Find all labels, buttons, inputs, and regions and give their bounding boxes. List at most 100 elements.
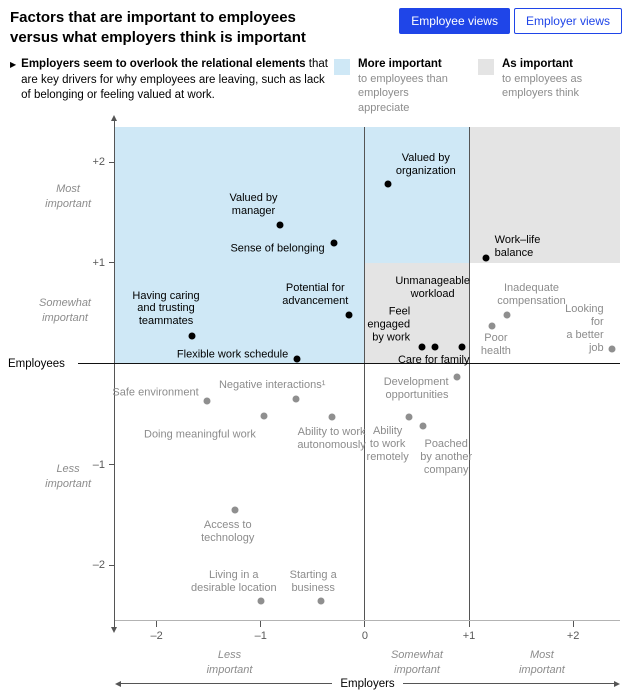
employees-axis-label: Employees: [8, 357, 65, 370]
y-tick--1: [109, 464, 114, 466]
x-tick-2: [572, 620, 574, 627]
legend-swatch-gray: [478, 59, 494, 75]
point-doing-meaningful-work: [260, 412, 268, 420]
y-tick-label--2: –2: [92, 559, 105, 572]
region-as-important-upper-right: [469, 126, 620, 263]
y-tick-1: [109, 262, 114, 264]
point-work-life-balance: [482, 254, 490, 262]
header: Factors that are important to employees …: [0, 0, 630, 47]
legend-title: More important: [358, 58, 442, 70]
point-label-having-caring-and-trusting-teammates: Having caring and trusting teammates: [132, 289, 200, 328]
point-label-unmanageable-workload: Unmanageable workload: [395, 274, 470, 300]
point-ability-to-work-remotely: [405, 413, 413, 421]
plot-area: Employees Employers +2 +1 –1 –2 Most importa…: [8, 114, 621, 690]
legend-desc: to employees than employers appreciate: [358, 72, 448, 114]
employees-zero-line: [78, 363, 620, 365]
point-poached-by-another-company: [419, 422, 427, 430]
point-ability-to-work-autonomously: [328, 413, 336, 421]
point-inadequate-compensation: [503, 311, 510, 319]
point-poor-health: [488, 322, 496, 330]
legend-desc: to employees as employers think: [502, 72, 583, 100]
legend: More important to employees than employe…: [334, 57, 606, 115]
point-sense-of-belonging: [330, 239, 338, 247]
x-tick--1: [260, 620, 262, 627]
point-development-opportunities: [453, 373, 461, 381]
employees-axis-arrow: [111, 114, 117, 633]
x-tick-1: [468, 620, 470, 627]
employer-views-button[interactable]: Employer views: [513, 8, 622, 35]
annotation-triangle-icon: ▶: [10, 60, 17, 69]
point-label-sense-of-belonging: Sense of belonging: [230, 242, 325, 255]
employers-axis-line-left: [121, 683, 333, 685]
point-feel-engaged-by-work: [418, 343, 426, 351]
scatter-chart: Employees Employers +2 +1 –1 –2 Most importa…: [0, 114, 630, 695]
point-having-caring-and-trusting-teammates: [188, 332, 196, 340]
chart-annotation: ▶ Employers seem to overlook the relatio…: [10, 57, 328, 115]
legend-item-as-important: As important to employees as employers t…: [478, 57, 606, 115]
legend-swatch-blue: [334, 59, 350, 75]
x-tick-label--1: –1: [254, 629, 267, 642]
annotation-text: Employers seem to overlook the relationa…: [21, 57, 328, 115]
point-valued-by-organization: [384, 180, 392, 188]
employee-views-button[interactable]: Employee views: [399, 8, 510, 35]
arrow-right-icon: [614, 680, 621, 687]
y-tick-2: [109, 161, 114, 163]
y-group-label-less-important: Less important: [45, 462, 91, 490]
point-label-ability-to-work-autonomously: Ability to work autonomously: [297, 426, 366, 452]
point-label-looking-for-a-better-job: Looking for a better job: [565, 302, 604, 354]
point-label-potential-for-advancement: Potential for advancement: [282, 282, 349, 308]
y-tick-label--1: –1: [92, 458, 105, 471]
legend-text: More important to employees than employe…: [358, 57, 462, 115]
point-unmanageable-workload: [431, 343, 439, 351]
point-label-valued-by-organization: Valued by organization: [395, 152, 456, 178]
point-label-poached-by-another-company: Poached by another company: [420, 438, 473, 477]
point-label-negative-interactions: Negative interactions¹: [218, 379, 326, 392]
region-more-important-to-employees-upper: [115, 126, 470, 263]
point-label-valued-by-manager: Valued by manager: [229, 191, 278, 217]
annotation-bold-text: Employers seem to overlook the relationa…: [21, 58, 306, 70]
point-negative-interactions: [292, 395, 300, 403]
point-starting-a-business: [317, 597, 325, 605]
point-potential-for-advancement: [345, 311, 353, 319]
employers-axis-line-right: [402, 683, 615, 685]
view-toggle: Employee views Employer views: [399, 8, 622, 35]
point-label-ability-to-work-remotely: Ability to work remotely: [366, 425, 409, 464]
annotation-rest-text: that are key drivers for why employees a…: [21, 58, 328, 102]
point-label-flexible-work-schedule: Flexible work schedule: [176, 348, 289, 361]
point-living-in-a-desirable-location: [257, 597, 265, 605]
point-access-to-technology: [231, 506, 239, 514]
point-flexible-work-schedule: [293, 355, 301, 363]
point-care-for-family: [458, 343, 466, 351]
x-group-label-most-important: Most important: [518, 648, 565, 676]
x-group-label-less-important: Less important: [206, 648, 253, 676]
page-title: Factors that are important to employees …: [10, 9, 306, 46]
point-label-safe-environment: Safe environment: [112, 386, 199, 399]
x-tick-label-2: +2: [566, 629, 580, 642]
point-looking-for-a-better-job: [608, 345, 616, 353]
point-label-starting-a-business: Starting a business: [289, 568, 337, 594]
region-as-important-middle: [364, 262, 469, 364]
x-tick-label--2: –2: [150, 629, 163, 642]
point-label-development-opportunities: Development opportunities: [383, 375, 449, 401]
y-tick-label-1: +1: [92, 256, 105, 269]
point-label-living-in-a-desirable-location: Living in a desirable location: [190, 568, 277, 594]
point-label-work-life-balance: Work–life balance: [494, 233, 541, 259]
x-group-label-somewhat-important: Somewhat important: [390, 648, 443, 676]
subheader: ▶ Employers seem to overlook the relatio…: [0, 47, 630, 115]
gridline-x-1: [468, 126, 470, 620]
x-tick--2: [156, 620, 158, 627]
y-group-label-most-important: Most important: [45, 183, 91, 211]
legend-text: As important to employees as employers t…: [502, 57, 582, 115]
legend-title: As important: [502, 58, 573, 70]
gridline-x-0: [364, 126, 366, 620]
point-safe-environment: [203, 397, 211, 405]
legend-item-more-important: More important to employees than employe…: [334, 57, 462, 115]
x-tick-0: [364, 620, 366, 627]
point-label-poor-health: Poor health: [480, 332, 511, 358]
y-group-label-somewhat-important: Somewhat important: [39, 297, 91, 325]
point-label-feel-engaged-by-work: Feel engaged by work: [367, 305, 411, 344]
y-tick-label-2: +2: [92, 156, 105, 169]
x-tick-label-1: +1: [462, 629, 476, 642]
point-label-care-for-family: Care for family: [397, 353, 470, 366]
point-label-inadequate-compensation: Inadequate compensation: [497, 282, 566, 308]
